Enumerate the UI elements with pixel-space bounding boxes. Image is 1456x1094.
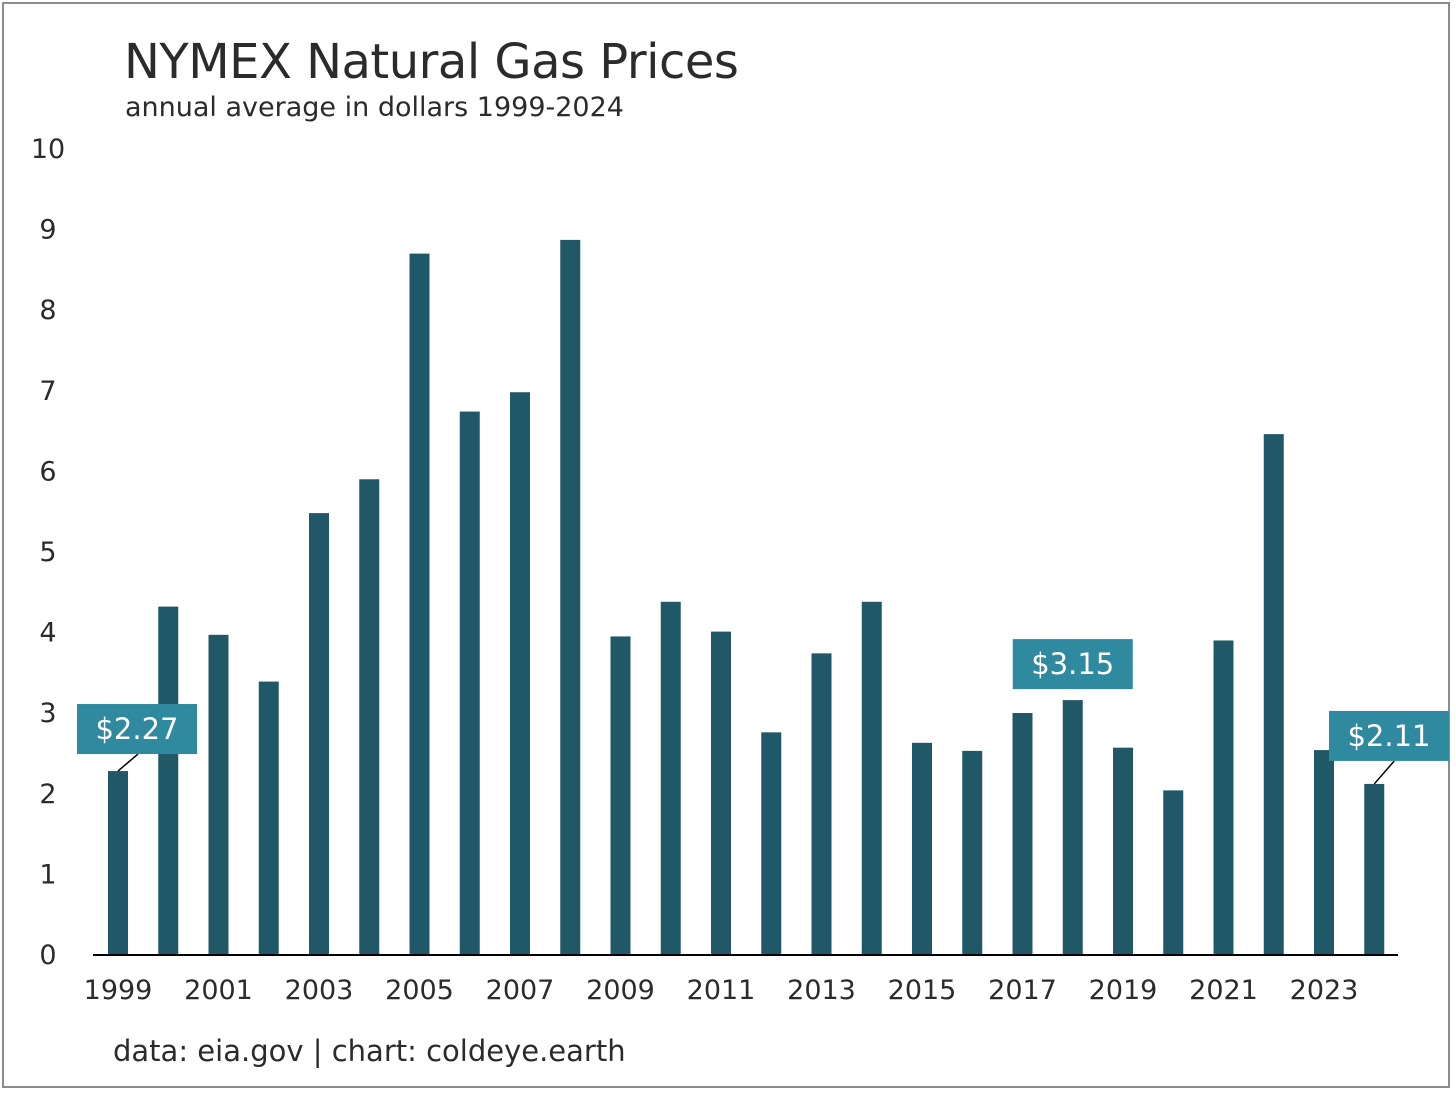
x-tick-label: 2009 (586, 975, 655, 1006)
y-tick-label: 10 (31, 134, 65, 165)
callout-label: $3.15 (1031, 647, 1114, 681)
y-tick-label: 3 (39, 698, 56, 729)
source-note: data: eia.gov | chart: coldeye.earth (113, 1034, 626, 1068)
callout-2024: $2.11 (1329, 710, 1449, 785)
bar-2017 (1012, 713, 1033, 954)
x-tick-label: 1999 (84, 975, 153, 1006)
x-tick-label: 2005 (385, 975, 454, 1006)
callout-box (1012, 639, 1133, 690)
bar-2022 (1263, 434, 1284, 954)
callout-2018: $3.15 (1012, 639, 1133, 690)
bar-2002 (258, 681, 279, 954)
bar-2016 (962, 750, 983, 954)
x-tick-label: 2013 (787, 975, 856, 1006)
y-tick-label: 0 (39, 940, 56, 971)
bar-2005 (409, 253, 430, 954)
callout-leader-line (1373, 760, 1395, 785)
y-tick-label: 1 (39, 859, 56, 890)
x-tick-label: 2023 (1290, 975, 1359, 1006)
callout-label: $2.27 (95, 712, 178, 746)
bar-2006 (459, 411, 480, 954)
bar-2000 (158, 606, 179, 954)
bar-2024 (1364, 783, 1385, 954)
bar-2021 (1213, 640, 1234, 954)
x-tick-label: 2021 (1189, 975, 1258, 1006)
bar-2014 (861, 601, 882, 954)
y-axis-ticks: 0 1 2 3 4 5 6 7 8 9 10 (31, 134, 65, 971)
callouts: $2.27 $3.15 $2.11 (77, 639, 1449, 785)
y-tick-label: 9 (39, 215, 56, 246)
bar-2009 (610, 636, 631, 954)
y-tick-label: 7 (39, 376, 56, 407)
x-axis-ticks: 1999 2001 2003 2005 2007 2009 2011 2013 2015 2017… (84, 975, 1359, 1006)
x-tick-label: 2019 (1089, 975, 1158, 1006)
y-tick-label: 8 (39, 295, 56, 326)
x-tick-label: 2011 (687, 975, 756, 1006)
y-tick-label: 5 (39, 537, 56, 568)
bar-2013 (811, 653, 832, 954)
bar-2011 (711, 631, 731, 954)
callout-box (1329, 710, 1449, 761)
bar-2019 (1113, 747, 1133, 954)
chart-title: NYMEX Natural Gas Prices (124, 34, 739, 90)
bar-2007 (510, 392, 530, 954)
bar-1999 (108, 771, 128, 954)
x-tick-label: 2017 (988, 975, 1057, 1006)
bar-2015 (912, 742, 932, 954)
bar-2008 (560, 239, 581, 954)
bar-2018 (1062, 700, 1083, 954)
y-tick-label: 2 (39, 779, 56, 810)
callout-1999: $2.27 (77, 704, 197, 772)
bar-2004 (359, 479, 380, 954)
y-tick-label: 6 (39, 456, 56, 487)
callout-box (77, 704, 197, 755)
bar-2020 (1163, 790, 1184, 954)
bar-2012 (761, 732, 782, 954)
bar-2023 (1314, 750, 1334, 954)
y-tick-label: 4 (39, 618, 56, 649)
bar-2010 (660, 601, 681, 954)
x-tick-label: 2007 (486, 975, 555, 1006)
bars (108, 239, 1385, 954)
chart-subtitle: annual average in dollars 1999-2024 (125, 92, 624, 123)
bar-2001 (208, 634, 229, 954)
bar-2003 (309, 513, 329, 954)
x-tick-label: 2015 (888, 975, 957, 1006)
x-tick-label: 2003 (285, 975, 354, 1006)
callout-label: $2.11 (1347, 719, 1430, 753)
x-tick-label: 2001 (184, 975, 253, 1006)
callout-leader-line (117, 753, 139, 772)
